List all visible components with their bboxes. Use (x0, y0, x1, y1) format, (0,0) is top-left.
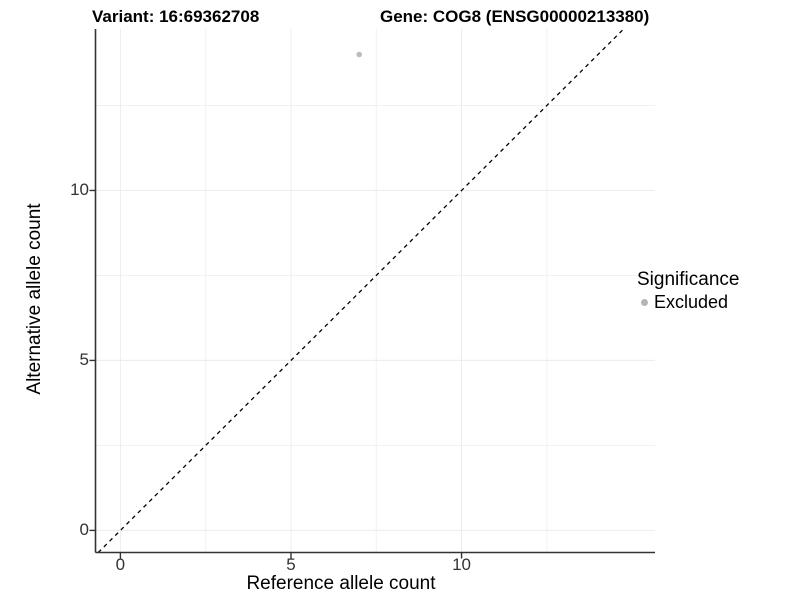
x-tick-label: 0 (115, 555, 126, 574)
legend-title: Significance (637, 269, 740, 290)
legend-item-label: Excluded (654, 292, 729, 312)
data-point (356, 51, 363, 58)
variant-title: Variant: 16:69362708 (92, 7, 260, 26)
legend: Significance Excluded (637, 269, 739, 312)
x-tick-label: 5 (286, 555, 296, 574)
legend-item-excluded: Excluded (637, 292, 739, 312)
y-tick-label: 5 (79, 350, 89, 370)
gene-title: Gene: COG8 (ENSG00000213380) (380, 7, 650, 26)
y-tick-label: 10 (70, 180, 89, 200)
y-axis-title: Alternative allele count (24, 203, 45, 395)
point-icon (641, 298, 648, 306)
identity-line (97, 28, 625, 553)
x-axis-title: Reference allele count (246, 573, 436, 594)
y-tick-label: 0 (79, 520, 89, 540)
x-tick-label: 10 (452, 555, 472, 574)
